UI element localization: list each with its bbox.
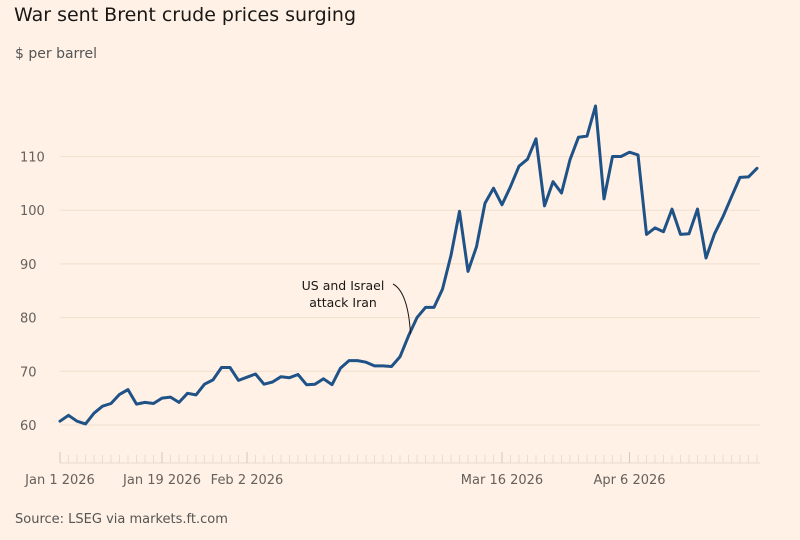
x-tick-label: Jan 1 2026 (24, 473, 95, 488)
y-tick-label: 90 (20, 258, 37, 273)
y-tick-label: 60 (20, 419, 37, 434)
y-tick-label: 110 (20, 151, 45, 166)
brent-price-line (58, 104, 759, 426)
y-axis-ticks: 60 70 80 90 100 110 (20, 151, 45, 435)
x-axis: Jan 1 2026 Jan 19 2026 Feb 2 2026 Mar 16 20… (24, 452, 760, 488)
annotation-line-2: attack Iran (309, 295, 377, 310)
x-tick-label: Jan 19 2026 (122, 473, 201, 488)
annotation-leader-line (392, 283, 411, 334)
x-tick-label: Apr 6 2026 (593, 473, 665, 488)
y-tick-label: 70 (20, 365, 37, 380)
annotation: US and Israel attack Iran (302, 278, 411, 334)
y-tick-label: 100 (20, 204, 45, 219)
y-tick-label: 80 (20, 312, 37, 327)
annotation-line-1: US and Israel (302, 278, 385, 293)
gridlines (60, 156, 760, 426)
source-note: Source: LSEG via markets.ft.com (15, 512, 228, 527)
chart-subtitle: $ per barrel (15, 46, 97, 62)
x-tick-label: Feb 2 2026 (211, 473, 284, 488)
chart-title: War sent Brent crude prices surging (14, 4, 357, 26)
x-tick-label: Mar 16 2026 (461, 473, 543, 488)
series (58, 104, 759, 426)
